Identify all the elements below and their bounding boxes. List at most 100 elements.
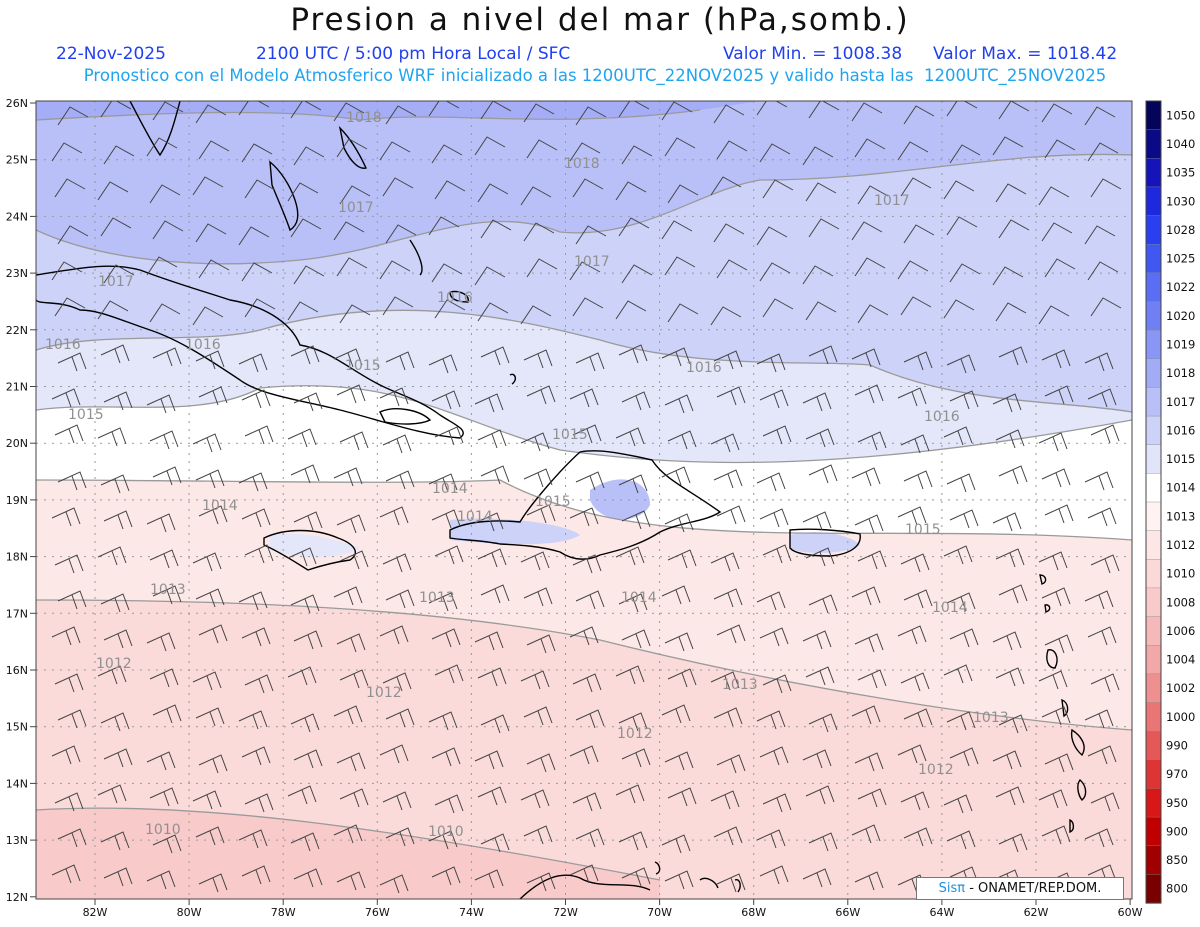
wind-barb — [903, 827, 933, 847]
wind-barb — [428, 216, 460, 236]
isobar-label: 1018 — [564, 156, 600, 172]
wind-barb — [1090, 297, 1122, 317]
colorbar-swatch — [1145, 244, 1162, 274]
isobar-label: 1012 — [96, 656, 132, 672]
wind-barb — [710, 306, 742, 326]
colorbar-label: 1018 — [1166, 366, 1195, 380]
wind-barb — [238, 591, 268, 611]
isobar-label: 1016 — [686, 360, 722, 376]
colorbar-label: 1013 — [1166, 509, 1195, 523]
isobar-label: 1010 — [145, 822, 181, 838]
wind-barb — [1038, 432, 1068, 452]
latitude-labels: 26N 25N 24N 23N 22N 21N 20N 19N 18N 17N 16N 15N 14N 1… — [6, 97, 36, 904]
wind-barb — [1090, 673, 1120, 693]
wind-barb — [336, 871, 366, 891]
wind-barb — [198, 624, 228, 644]
wind-barb — [1090, 424, 1120, 444]
wind-barb — [523, 103, 555, 123]
lon-label: 72W — [553, 906, 578, 919]
wind-barb — [943, 426, 973, 446]
wind-barb — [575, 352, 605, 372]
wind-barb — [851, 348, 881, 368]
wind-barb — [664, 870, 694, 890]
wind-barb — [946, 830, 976, 850]
wind-barb — [287, 182, 319, 202]
wind-barb — [146, 870, 176, 890]
wind-barb — [710, 433, 740, 453]
wind-barb — [1041, 103, 1073, 123]
lat-label: 12N — [6, 891, 28, 904]
wind-barb — [943, 794, 973, 814]
wind-barb — [903, 470, 933, 490]
wind-barb — [992, 136, 1024, 156]
lat-label: 21N — [6, 381, 28, 394]
wind-barb — [287, 301, 319, 321]
wind-barb — [851, 586, 881, 606]
wind-barb — [615, 665, 645, 685]
wind-barb — [1041, 587, 1071, 607]
wind-barb — [621, 629, 651, 649]
colorbar-label: 1000 — [1166, 710, 1195, 724]
colorbar-label: 1022 — [1166, 280, 1195, 294]
colorbar-label: 1015 — [1166, 452, 1195, 466]
colorbar-label: 1008 — [1166, 595, 1195, 609]
wind-barb — [385, 105, 417, 125]
wind-barb — [474, 266, 506, 286]
wind-barb — [897, 141, 929, 161]
wind-barb — [293, 511, 323, 531]
wind-barb — [621, 748, 651, 768]
wind-barb — [995, 786, 1025, 806]
wind-barb — [198, 505, 228, 525]
wind-barb — [477, 429, 507, 449]
wind-barb — [618, 831, 648, 851]
wind-barb — [241, 746, 271, 766]
wind-barb — [54, 424, 84, 444]
wind-barb — [290, 218, 322, 238]
wind-barb — [1041, 468, 1071, 488]
wind-barb — [238, 226, 270, 246]
wind-barb — [97, 181, 129, 201]
wind-barb — [97, 300, 129, 320]
wind-barb — [480, 346, 510, 366]
wind-barb — [1087, 261, 1119, 281]
wind-barb — [854, 138, 886, 158]
wind-barb — [339, 431, 369, 451]
colorbar-label: 1025 — [1166, 252, 1195, 266]
wind-barb — [526, 385, 556, 405]
wind-barb — [808, 218, 840, 238]
wind-barb — [474, 136, 506, 156]
wind-barb — [998, 584, 1028, 604]
wind-barb — [333, 467, 363, 487]
wind-barb — [54, 297, 86, 317]
wind-barb — [1087, 745, 1117, 765]
isobar-label: 1012 — [617, 726, 653, 742]
wind-barb — [480, 833, 510, 853]
colorbar-swatch — [1145, 129, 1162, 159]
wind-barb — [1038, 551, 1068, 571]
wind-barb — [805, 428, 835, 448]
colorbar-label: 1040 — [1166, 137, 1195, 151]
wind-barb — [992, 512, 1022, 532]
colorbar-swatch — [1145, 301, 1162, 331]
wind-barb — [382, 672, 412, 692]
credit-text: - ONAMET/REP.DOM. — [969, 881, 1102, 896]
isobar-labels: 1018 1018 1017 1017 1017 1017 1016 1016 … — [45, 110, 1009, 840]
wind-barb — [621, 867, 651, 887]
wind-barb — [198, 386, 228, 406]
wind-barb — [477, 183, 509, 203]
wind-barb — [802, 630, 832, 650]
wind-barb — [1044, 504, 1074, 524]
wind-barb — [857, 304, 889, 324]
wind-barb — [238, 829, 268, 849]
wind-barb — [710, 552, 740, 572]
wind-barb — [428, 592, 458, 612]
colorbar-swatch — [1145, 530, 1162, 560]
colorbar-label: 1019 — [1166, 337, 1195, 351]
wind-barb — [575, 828, 605, 848]
wind-barb — [1084, 106, 1116, 126]
colorbar-swatch — [1145, 874, 1162, 904]
colorbar-swatch — [1145, 587, 1162, 618]
wind-barb — [946, 101, 978, 117]
wind-barb — [615, 181, 647, 201]
isobar-label: 1017 — [574, 254, 610, 270]
